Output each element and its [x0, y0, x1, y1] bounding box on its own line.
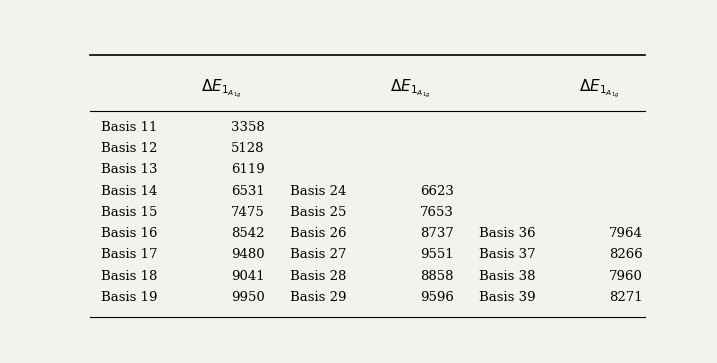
- Text: Basis 39: Basis 39: [479, 291, 535, 304]
- Text: 7964: 7964: [609, 227, 642, 240]
- Text: Basis 25: Basis 25: [290, 206, 346, 219]
- Text: Basis 24: Basis 24: [290, 185, 346, 197]
- Text: $\Delta E_{1_{A_{1g}}}$: $\Delta E_{1_{A_{1g}}}$: [201, 77, 242, 100]
- Text: Basis 15: Basis 15: [100, 206, 157, 219]
- Text: 9041: 9041: [231, 270, 265, 283]
- Text: 9950: 9950: [231, 291, 265, 304]
- Text: Basis 13: Basis 13: [100, 163, 157, 176]
- Text: 8266: 8266: [609, 248, 642, 261]
- Text: Basis 28: Basis 28: [290, 270, 346, 283]
- Text: Basis 27: Basis 27: [290, 248, 346, 261]
- Text: Basis 14: Basis 14: [100, 185, 157, 197]
- Text: Basis 37: Basis 37: [479, 248, 535, 261]
- Text: 6119: 6119: [231, 163, 265, 176]
- Text: Basis 17: Basis 17: [100, 248, 157, 261]
- Text: Basis 29: Basis 29: [290, 291, 346, 304]
- Text: 5128: 5128: [231, 142, 265, 155]
- Text: 8542: 8542: [231, 227, 265, 240]
- Text: 9551: 9551: [420, 248, 454, 261]
- Text: Basis 19: Basis 19: [100, 291, 157, 304]
- Text: Basis 26: Basis 26: [290, 227, 346, 240]
- Text: $\Delta E_{1_{A_{1g}}}$: $\Delta E_{1_{A_{1g}}}$: [579, 77, 619, 100]
- Text: 9596: 9596: [419, 291, 454, 304]
- Text: 7475: 7475: [231, 206, 265, 219]
- Text: 7960: 7960: [609, 270, 642, 283]
- Text: 8858: 8858: [420, 270, 454, 283]
- Text: Basis 11: Basis 11: [100, 121, 157, 134]
- Text: Basis 16: Basis 16: [100, 227, 157, 240]
- Text: $\Delta E_{1_{A_{1g}}}$: $\Delta E_{1_{A_{1g}}}$: [390, 77, 430, 100]
- Text: 6623: 6623: [419, 185, 454, 197]
- Text: 8737: 8737: [419, 227, 454, 240]
- Text: Basis 18: Basis 18: [100, 270, 157, 283]
- Text: 6531: 6531: [231, 185, 265, 197]
- Text: Basis 38: Basis 38: [479, 270, 535, 283]
- Text: 7653: 7653: [419, 206, 454, 219]
- Text: 3358: 3358: [231, 121, 265, 134]
- Text: Basis 36: Basis 36: [479, 227, 535, 240]
- Text: Basis 12: Basis 12: [100, 142, 157, 155]
- Text: 8271: 8271: [609, 291, 642, 304]
- Text: 9480: 9480: [231, 248, 265, 261]
